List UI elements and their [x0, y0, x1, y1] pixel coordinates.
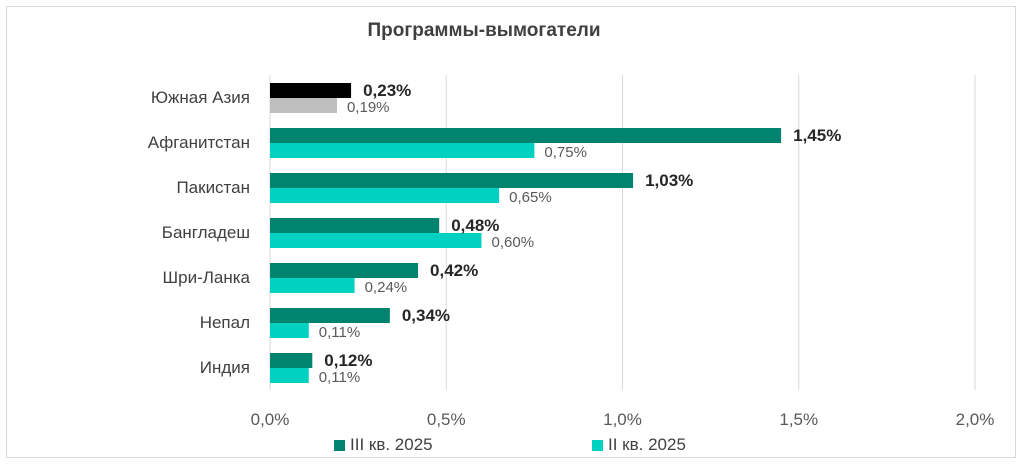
- data-label-q3: 1,03%: [645, 171, 693, 190]
- category-label: Индия: [200, 358, 250, 377]
- data-label-q2: 0,60%: [492, 234, 535, 251]
- category-label: Пакистан: [176, 178, 250, 197]
- data-label-q3: 0,23%: [363, 81, 411, 100]
- bar-q3: [270, 83, 352, 98]
- bar-q2: [270, 143, 535, 158]
- legend: III кв. 2025 II кв. 2025: [334, 435, 686, 454]
- data-label-q2: 0,19%: [347, 99, 390, 116]
- category-label: Непал: [200, 313, 250, 332]
- bar-q3: [270, 308, 390, 323]
- category-label: Бангладеш: [162, 223, 250, 242]
- bar-q2: [270, 323, 309, 338]
- bar-q3: [270, 263, 419, 278]
- category-label: Южная Азия: [151, 88, 250, 107]
- data-label-q3: 0,42%: [430, 261, 478, 280]
- legend-label: II кв. 2025: [608, 435, 686, 454]
- data-label-q2: 0,11%: [319, 324, 360, 341]
- bar-q2: [270, 368, 309, 383]
- bar-q2: [270, 188, 500, 203]
- x-tick-label: 2,0%: [956, 410, 995, 429]
- bar-q2: [270, 98, 337, 113]
- bar-q2: [270, 233, 482, 248]
- data-label-q3: 0,12%: [324, 351, 372, 370]
- bars: 0,23%0,19% 1,45% 0,75% 1,03% 0,65% 0,48%0,60%…: [270, 81, 841, 386]
- x-tick-label: 1,0%: [603, 410, 642, 429]
- x-tick-labels: 0,0% 0,5% 1,0% 1,5% 2,0%: [251, 410, 995, 429]
- data-label-q2: 0,24%: [365, 279, 408, 296]
- x-tick-label: 0,0%: [251, 410, 290, 429]
- data-label-q2: 0,11%: [319, 369, 360, 386]
- data-label-q2: 0,75%: [544, 144, 587, 161]
- legend-swatch: [334, 440, 345, 451]
- bar-q3: [270, 353, 313, 368]
- chart-frame: [6, 6, 1016, 458]
- bar-q2: [270, 278, 355, 293]
- legend-label: III кв. 2025: [350, 435, 433, 454]
- category-label: Афганитстан: [148, 133, 250, 152]
- bar-q3: [270, 128, 782, 143]
- data-label-q3: 0,34%: [402, 306, 450, 325]
- bar-q3: [270, 218, 440, 233]
- data-label-q3: 0,48%: [451, 216, 499, 235]
- bar-q3: [270, 173, 634, 188]
- x-tick-label: 0,5%: [427, 410, 466, 429]
- data-label-q2: 0,65%: [509, 189, 552, 206]
- category-labels: Южная Азия Афганитстан Пакистан Бангладеш Шр…: [148, 88, 251, 377]
- chart-title: Программы-вымогатели: [367, 20, 600, 41]
- data-label-q3: 1,45%: [793, 126, 841, 145]
- x-tick-label: 1,5%: [779, 410, 818, 429]
- legend-swatch: [592, 440, 603, 451]
- category-label: Шри-Ланка: [163, 268, 251, 287]
